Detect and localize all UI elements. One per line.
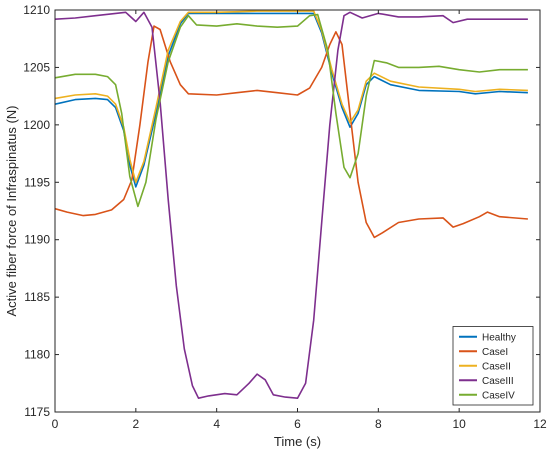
legend-label: CaseIII (482, 376, 514, 387)
x-tick-label: 8 (375, 417, 382, 431)
y-tick-label: 1200 (23, 118, 50, 132)
legend-label: Healthy (482, 332, 516, 343)
y-tick-label: 1210 (23, 3, 50, 17)
y-tick-label: 1195 (24, 175, 50, 189)
x-tick-label: 6 (294, 417, 301, 431)
y-axis-label: Active fiber force of Infraspinatus (N) (4, 106, 19, 317)
legend: Healthy CaseI CaseII CaseIII CaseIV (452, 326, 534, 406)
legend-label: CaseII (482, 361, 511, 372)
x-axis-label: Time (s) (274, 434, 321, 449)
series-line-4 (54, 13, 528, 208)
y-tick-label: 1190 (24, 233, 50, 247)
series-line-3 (54, 11, 528, 399)
series-layer (54, 10, 528, 399)
y-tick-label: 1205 (23, 60, 50, 74)
x-tick-label: 0 (52, 417, 59, 431)
x-tick-label: 12 (533, 417, 547, 431)
y-tick-label: 1180 (24, 348, 50, 362)
x-tick-label: 10 (452, 417, 466, 431)
series-line-0 (54, 12, 528, 188)
x-axis: 0 2 4 6 8 10 12 (52, 10, 547, 431)
y-tick-label: 1185 (24, 290, 50, 304)
x-tick-label: 4 (213, 417, 220, 431)
x-tick-label: 2 (132, 417, 139, 431)
y-axis: 1175 1180 1185 1190 1195 1200 1205 1210 (23, 3, 540, 419)
legend-label: CaseI (482, 347, 508, 358)
y-tick-label: 1175 (24, 405, 50, 419)
legend-label: CaseIV (482, 390, 515, 401)
